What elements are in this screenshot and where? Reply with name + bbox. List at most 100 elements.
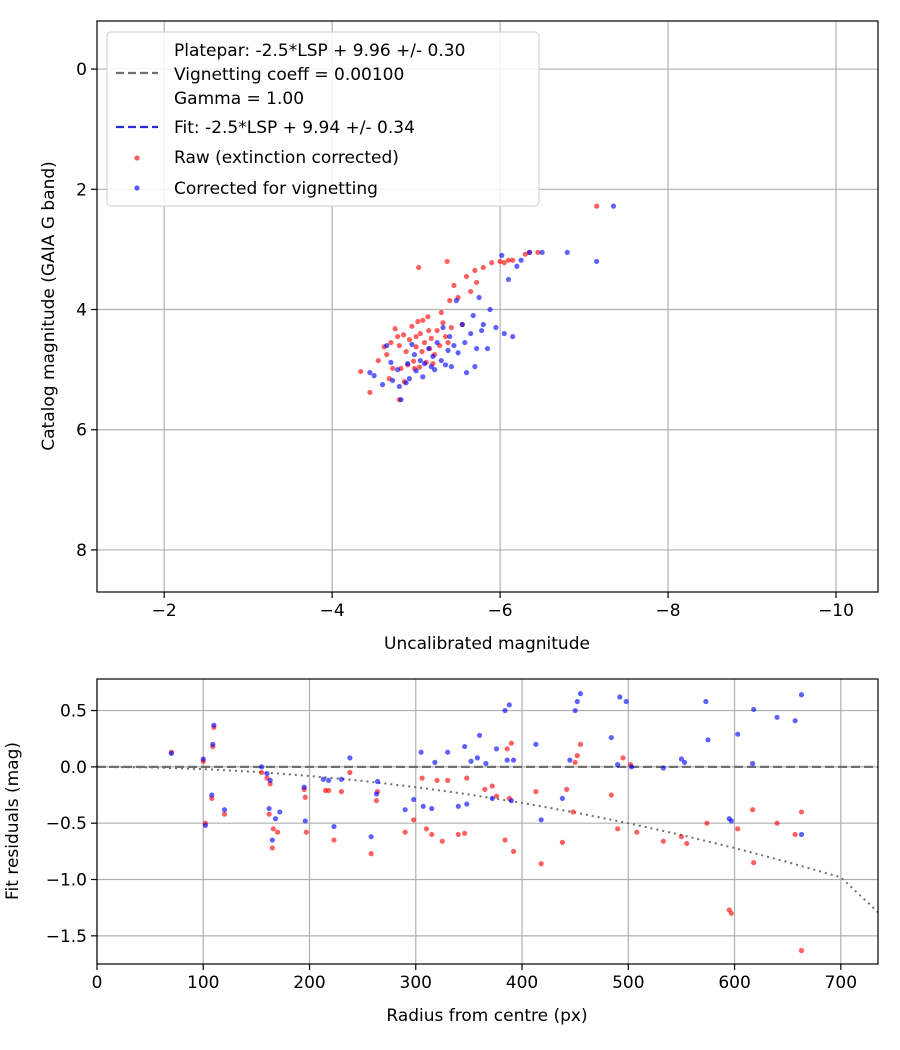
data-point	[468, 288, 474, 295]
vignetting-model-curve	[97, 765, 878, 913]
data-point	[455, 803, 461, 809]
data-point	[429, 805, 435, 812]
x-tick-label: −8	[656, 601, 681, 621]
data-point	[559, 839, 566, 845]
data-point	[444, 258, 450, 265]
data-point	[431, 367, 438, 373]
data-point	[211, 722, 217, 728]
data-point	[396, 342, 402, 349]
data-point	[200, 756, 206, 762]
data-point	[678, 834, 685, 840]
data-point	[502, 707, 508, 714]
data-point	[594, 203, 600, 209]
data-point	[508, 798, 515, 804]
data-point	[574, 753, 580, 759]
data-point	[463, 370, 470, 376]
data-point	[416, 264, 422, 271]
data-point	[468, 330, 474, 337]
data-point	[371, 373, 377, 379]
data-point	[445, 347, 451, 353]
data-point	[506, 702, 512, 708]
data-point	[368, 851, 374, 857]
top-chart-frame	[96, 20, 879, 593]
data-point	[572, 759, 578, 765]
data-point	[395, 333, 401, 340]
data-point	[398, 397, 404, 403]
data-point	[326, 777, 332, 783]
data-point	[445, 749, 451, 755]
data-point	[395, 367, 401, 373]
data-point	[426, 327, 432, 334]
data-point	[272, 816, 279, 822]
data-point	[518, 257, 524, 263]
data-point	[417, 330, 423, 337]
data-point	[373, 798, 380, 804]
data-point	[202, 822, 208, 829]
data-point	[338, 789, 344, 795]
data-point	[502, 837, 508, 843]
data-point	[221, 807, 228, 813]
data-point	[474, 755, 481, 761]
data-point	[792, 831, 798, 838]
data-point	[617, 694, 623, 700]
data-point	[347, 755, 353, 761]
series-corrected	[168, 691, 805, 843]
data-point	[432, 759, 438, 765]
data-point	[455, 831, 461, 838]
data-point	[374, 778, 381, 785]
data-point	[468, 758, 474, 764]
data-point	[392, 326, 398, 332]
bottom-chart: 0 100 200 300 400 500 600 700 0.5 0.0 −0.5 −1.0 −1.5…	[3, 678, 879, 1026]
data-point	[402, 829, 408, 835]
data-point	[266, 811, 272, 817]
data-point	[440, 320, 446, 326]
data-point	[489, 783, 495, 789]
data-point	[434, 327, 440, 334]
data-point	[447, 333, 453, 340]
data-point	[473, 345, 480, 352]
data-point	[390, 365, 396, 372]
data-point	[440, 324, 446, 331]
data-point	[462, 830, 468, 836]
data-point	[442, 362, 449, 368]
y-tick-label: 0.5	[60, 702, 87, 722]
y-tick-label: 0	[76, 60, 87, 80]
y-tick-label: −1.5	[46, 927, 87, 947]
data-point	[373, 791, 380, 797]
data-point	[442, 333, 449, 340]
data-point	[487, 306, 493, 313]
data-point	[266, 805, 272, 812]
x-tick-label: −4	[320, 601, 345, 621]
data-point	[384, 342, 390, 349]
data-point	[419, 348, 425, 355]
data-point	[426, 345, 432, 352]
data-point	[750, 760, 756, 767]
data-point	[367, 370, 373, 376]
data-point	[301, 784, 307, 790]
data-point	[438, 357, 444, 364]
data-point	[704, 820, 710, 826]
data-point	[735, 826, 741, 832]
data-point	[678, 756, 685, 762]
data-point	[533, 789, 539, 795]
data-point	[501, 330, 507, 337]
data-point	[728, 910, 734, 916]
data-point	[430, 353, 436, 359]
legend-fit-label: Fit: -2.5*LSP + 9.94 +/- 0.34	[174, 118, 415, 138]
data-point	[418, 749, 424, 755]
data-point	[634, 829, 640, 835]
y-tick-label: 8	[76, 541, 87, 561]
data-point	[608, 734, 614, 741]
data-point	[406, 336, 412, 343]
y-tick-label: 2	[76, 180, 87, 200]
x-tick-label: 200	[293, 973, 325, 993]
data-point	[388, 339, 394, 346]
data-point	[455, 350, 461, 356]
data-point	[411, 351, 418, 358]
data-point	[489, 260, 495, 266]
data-point	[564, 249, 570, 256]
bottom-chart-frame	[96, 678, 879, 965]
data-point	[462, 743, 468, 750]
x-tick-label: −2	[152, 601, 177, 621]
data-point	[445, 339, 451, 346]
